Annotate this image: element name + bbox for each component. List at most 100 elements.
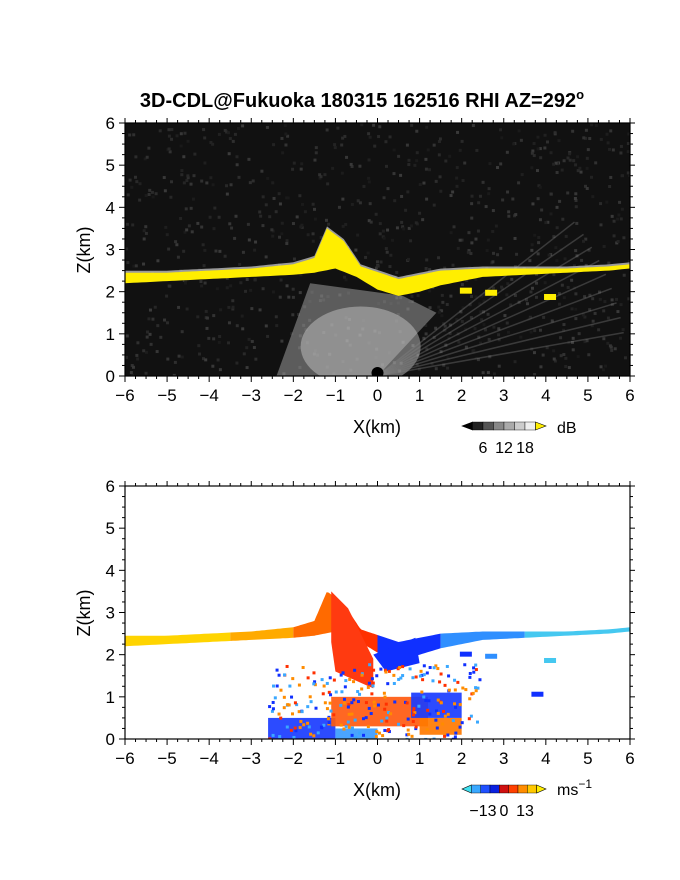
- noise-pixel: [455, 166, 459, 170]
- x-tick-label: −4: [199, 386, 218, 405]
- noise-pixel: [340, 143, 344, 147]
- noise-pixel: [584, 263, 588, 267]
- noise-pixel: [128, 178, 132, 182]
- noise-pixel: [376, 264, 380, 268]
- velocity-speckle: [319, 725, 323, 729]
- noise-pixel: [517, 129, 521, 133]
- noise-pixel: [619, 144, 623, 148]
- noise-pixel: [286, 196, 290, 200]
- noise-pixel: [584, 128, 588, 132]
- noise-pixel: [252, 346, 256, 350]
- velocity-blue-core: [373, 637, 420, 672]
- velocity-speckle: [384, 670, 388, 674]
- noise-pixel: [247, 337, 251, 341]
- noise-pixel: [471, 124, 475, 128]
- noise-pixel: [151, 317, 155, 321]
- noise-pixel: [470, 294, 474, 298]
- noise-pixel: [583, 295, 587, 299]
- velocity-speckle: [268, 737, 272, 739]
- noise-pixel: [250, 307, 254, 311]
- noise-pixel: [427, 168, 431, 172]
- noise-pixel: [430, 362, 434, 366]
- noise-pixel: [395, 270, 399, 274]
- noise-pixel: [597, 328, 601, 332]
- noise-pixel: [296, 312, 300, 316]
- velocity-speckle: [405, 733, 409, 737]
- noise-pixel: [388, 265, 392, 269]
- noise-pixel: [325, 128, 329, 132]
- noise-pixel: [591, 319, 595, 323]
- x-tick-label: −3: [242, 386, 261, 405]
- noise-pixel: [479, 341, 483, 345]
- noise-pixel: [300, 162, 304, 166]
- velocity-speckle: [446, 712, 450, 716]
- noise-pixel: [239, 281, 243, 285]
- noise-pixel: [441, 300, 445, 304]
- noise-pixel: [280, 232, 284, 236]
- noise-pixel: [258, 308, 262, 312]
- x-tick-label: 0: [373, 386, 382, 405]
- noise-pixel: [538, 147, 542, 151]
- noise-pixel: [532, 351, 536, 355]
- noise-pixel: [627, 259, 630, 263]
- noise-pixel: [538, 218, 542, 222]
- colorbar-tick-label: 12: [495, 440, 513, 457]
- colorbar-cell: [471, 784, 481, 794]
- noise-pixel: [626, 171, 630, 175]
- noise-pixel: [549, 212, 553, 216]
- velocity-speckle: [428, 666, 432, 670]
- velocity-speckle: [451, 719, 455, 723]
- velocity-speckle: [387, 730, 391, 734]
- noise-pixel: [227, 321, 231, 325]
- velocity-speckle: [312, 734, 316, 738]
- noise-pixel: [446, 366, 450, 370]
- noise-pixel: [344, 222, 348, 226]
- noise-pixel: [200, 179, 204, 183]
- noise-pixel: [203, 248, 207, 252]
- velocity-speckle: [293, 701, 297, 705]
- noise-pixel: [200, 225, 204, 229]
- noise-pixel: [503, 314, 507, 318]
- noise-pixel: [393, 199, 397, 203]
- noise-pixel: [530, 286, 534, 290]
- noise-pixel: [235, 361, 239, 365]
- x-tick-label: 6: [625, 386, 634, 405]
- noise-pixel: [233, 236, 237, 240]
- y-tick-label: 4: [106, 198, 115, 217]
- noise-pixel: [381, 229, 385, 233]
- noise-pixel: [319, 235, 323, 239]
- noise-pixel: [236, 126, 240, 130]
- noise-pixel: [189, 206, 193, 210]
- velocity-speckle: [398, 665, 402, 669]
- noise-pixel: [530, 347, 534, 351]
- cloud-fragment: [459, 287, 472, 294]
- noise-pixel: [415, 362, 419, 366]
- noise-pixel: [562, 159, 566, 163]
- noise-pixel: [621, 174, 625, 178]
- noise-pixel: [142, 262, 146, 266]
- noise-pixel: [138, 198, 142, 202]
- noise-pixel: [525, 298, 529, 302]
- noise-pixel: [439, 350, 443, 354]
- velocity-speckle: [471, 691, 475, 695]
- noise-pixel: [506, 330, 510, 334]
- velocity-speckle: [472, 670, 476, 674]
- noise-pixel: [233, 132, 237, 136]
- velocity-speckle: [342, 701, 346, 705]
- colorbar-cell: [536, 784, 547, 794]
- noise-pixel: [144, 194, 148, 198]
- noise-pixel: [163, 189, 167, 193]
- noise-pixel: [564, 365, 568, 369]
- noise-pixel: [229, 183, 233, 187]
- noise-pixel: [225, 184, 229, 188]
- noise-pixel: [467, 231, 471, 235]
- noise-pixel: [144, 225, 148, 229]
- noise-pixel: [621, 328, 625, 332]
- noise-pixel: [610, 348, 614, 352]
- noise-pixel: [505, 150, 509, 154]
- noise-pixel: [278, 235, 282, 239]
- velocity-speckle: [360, 673, 364, 677]
- velocity-speckle: [443, 734, 447, 738]
- noise-pixel: [260, 169, 264, 173]
